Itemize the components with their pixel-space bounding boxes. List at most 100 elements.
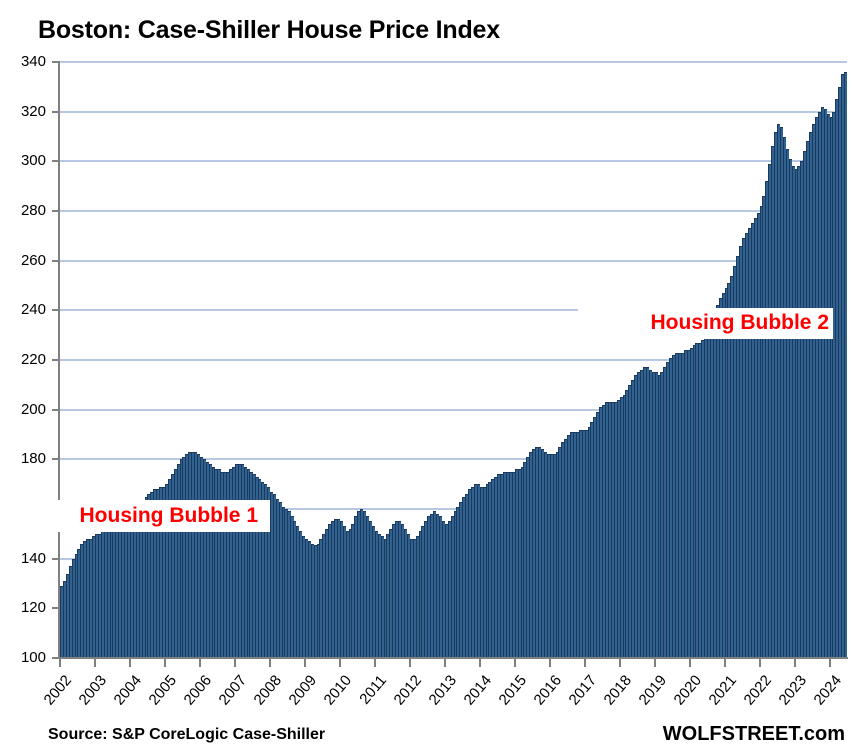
x-axis-tick-label: 2004 xyxy=(110,672,145,709)
bar xyxy=(511,471,516,659)
y-axis-tick-label: 100 xyxy=(20,649,46,666)
gridline xyxy=(60,110,847,113)
bar xyxy=(791,166,795,659)
bar xyxy=(196,454,201,659)
bar xyxy=(237,464,242,659)
bar xyxy=(415,536,419,659)
y-axis-tick xyxy=(52,309,60,312)
bar xyxy=(366,516,370,659)
bar xyxy=(779,126,784,659)
bar xyxy=(462,496,466,659)
bar xyxy=(514,469,518,659)
bar xyxy=(657,374,661,659)
bar xyxy=(167,479,172,659)
x-axis-tick xyxy=(268,659,271,667)
bar xyxy=(307,541,311,659)
bar xyxy=(156,489,160,659)
x-axis-tick-label: 2010 xyxy=(320,672,355,709)
bar xyxy=(596,412,600,659)
x-axis-tick-label: 2007 xyxy=(215,672,250,709)
bar xyxy=(406,533,411,659)
y-axis-tick xyxy=(52,259,60,262)
bar xyxy=(313,545,317,659)
bar xyxy=(322,533,326,659)
bar xyxy=(409,538,414,659)
bar xyxy=(669,357,673,659)
y-axis-tick xyxy=(52,607,60,610)
bar xyxy=(806,141,810,659)
bar xyxy=(505,471,510,659)
bar xyxy=(736,255,740,659)
bar xyxy=(453,511,457,659)
bar xyxy=(832,111,836,659)
x-axis-tick xyxy=(408,659,411,667)
x-axis-tick xyxy=(93,659,96,667)
bar xyxy=(742,238,746,659)
bar xyxy=(826,114,830,659)
bar xyxy=(380,536,384,659)
y-axis-tick xyxy=(52,557,60,560)
y-axis-tick xyxy=(52,110,60,113)
bar xyxy=(202,459,207,659)
y-axis-tick-label: 120 xyxy=(20,599,46,617)
bar xyxy=(304,538,309,659)
bar xyxy=(421,526,425,659)
bar xyxy=(677,352,682,659)
bar xyxy=(459,501,463,659)
bar xyxy=(62,581,67,659)
bar xyxy=(272,494,277,659)
bar xyxy=(841,74,845,659)
bar xyxy=(695,342,699,659)
bar xyxy=(331,521,335,659)
x-axis-tick-label: 2012 xyxy=(390,672,425,709)
bar xyxy=(476,484,481,659)
bar xyxy=(538,446,542,659)
x-axis-tick-label: 2013 xyxy=(425,672,460,709)
bar xyxy=(234,464,239,659)
bar xyxy=(625,389,629,659)
x-axis-tick xyxy=(163,659,166,667)
x-axis-tick xyxy=(128,659,131,667)
bar xyxy=(398,521,402,659)
bar xyxy=(546,454,551,659)
bar xyxy=(80,543,84,659)
bar xyxy=(765,181,769,659)
x-axis-tick-label: 2003 xyxy=(75,672,110,709)
bar xyxy=(240,464,244,659)
bar xyxy=(176,464,180,659)
bar xyxy=(721,292,725,659)
bar xyxy=(430,513,434,659)
bar xyxy=(194,451,198,659)
bar xyxy=(675,352,679,659)
bar xyxy=(479,486,483,659)
bar xyxy=(759,206,763,659)
bar xyxy=(535,446,539,659)
bar xyxy=(412,538,416,659)
bar xyxy=(823,109,827,659)
bar xyxy=(651,372,655,659)
bar xyxy=(319,538,323,659)
x-axis-tick xyxy=(338,659,341,667)
bar xyxy=(619,397,623,659)
bar xyxy=(360,509,364,659)
bar xyxy=(436,513,440,659)
bar xyxy=(838,86,842,659)
x-axis-tick xyxy=(828,659,831,667)
bar xyxy=(287,511,291,659)
bar xyxy=(336,518,341,659)
bar xyxy=(526,456,530,659)
bar xyxy=(540,449,545,659)
bar xyxy=(689,347,693,659)
bar xyxy=(724,287,728,659)
bar xyxy=(774,131,778,659)
bar xyxy=(342,526,346,659)
bar xyxy=(584,429,588,659)
bar xyxy=(424,521,428,659)
bar xyxy=(645,367,650,659)
bar xyxy=(231,466,236,659)
bar xyxy=(622,394,626,659)
x-axis-tick xyxy=(618,659,621,667)
bar xyxy=(208,464,212,659)
bar xyxy=(613,402,618,659)
bar xyxy=(680,352,685,659)
